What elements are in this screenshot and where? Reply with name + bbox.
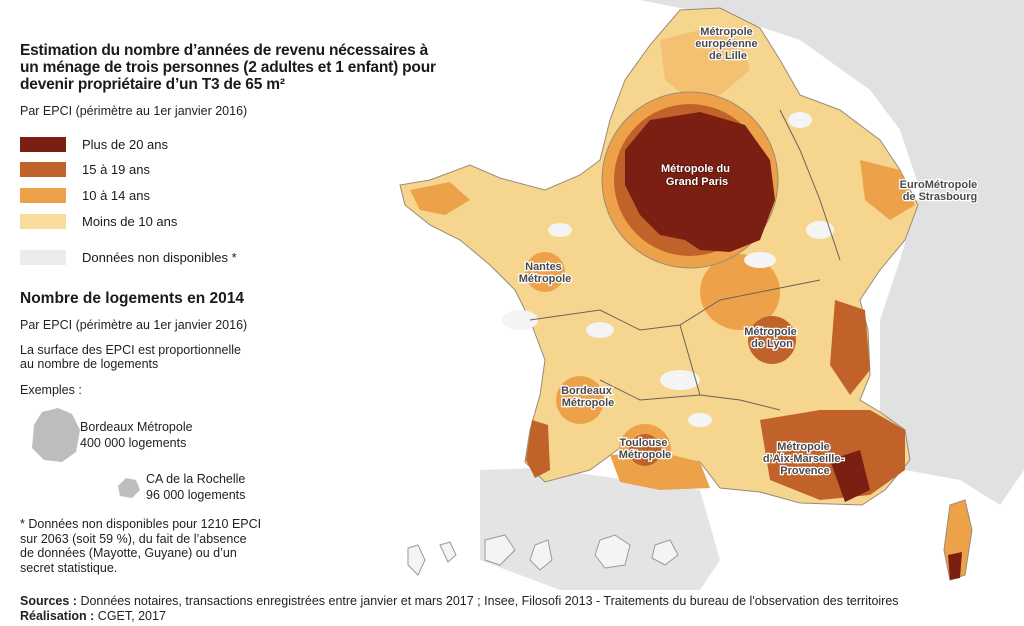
section-title-housing: Nombre de logements en 2014 [20,290,244,307]
label-toulouse: Toulouse Métropole [619,437,672,461]
footnote: * Données non disponibles pour 1210 EPCI… [20,517,300,575]
realisation-text: CGET, 2017 [94,609,166,623]
zone-med-coast [760,410,905,500]
paris-core [625,112,775,252]
example-larochelle-name: CA de la Rochelle [146,472,246,486]
example-bordeaux-name: Bordeaux Métropole [80,420,193,434]
map-title: Estimation du nombre d’années de revenu … [20,42,436,93]
footnote-line: sur 2063 (soit 59 %), du fait de l’absen… [20,531,247,546]
section-text-line2: au nombre de logements [20,357,159,371]
example-larochelle-value: 96 000 logements [146,488,246,502]
map-subtitle: Par EPCI (périmètre au 1er janvier 2016) [20,104,248,118]
zone-brittany [410,182,470,215]
zone-nantes [525,252,565,292]
footnote-line: de données (Mayotte, Guyane) ou d’un [20,546,237,560]
label-strasbourg: EuroMétropole de Strasbourg [900,179,981,203]
zone-alsace [860,160,915,220]
legend-swatch [20,187,66,203]
bordeaux-example-shape [32,408,80,462]
zone-north [660,30,750,100]
sources-text: Données notaires, transactions enregistr… [76,594,899,608]
legend-label: Données non disponibles * [82,249,237,265]
label-nantes: Nantes Métropole [519,261,572,285]
larochelle-example-shape [118,478,140,498]
legend-label: Moins de 10 ans [82,213,178,229]
legend-item-no-data: Données non disponibles * [20,248,237,266]
footnote-line: secret statistique. [20,560,118,575]
legend-label: 15 à 19 ans [82,161,150,177]
unavailable-areas [502,112,834,427]
zone-lyon-core [748,316,796,364]
section-text-line1: La surface des EPCI est proportionnelle [20,343,241,357]
section-subtitle: Par EPCI (périmètre au 1er janvier 2016) [20,318,248,332]
realisation-label: Réalisation : [20,609,95,623]
legend-item-10-14: 10 à 14 ans [20,186,150,204]
legend-swatch [20,249,66,265]
legend-swatch [20,136,66,152]
zone-bordeaux [556,376,604,424]
label-lyon: Métropole de Lyon [744,326,800,350]
zone-toulouse-core [629,434,661,466]
label-lille: Métropole européenne de Lille [695,26,760,62]
legend-item-15-19: 15 à 19 ans [20,160,150,178]
overseas-territories [407,534,679,576]
legend-swatch [20,161,66,177]
label-bordeaux: Bordeaux Métropole [561,385,615,409]
sources: Sources : Données notaires, transactions… [20,594,899,608]
examples-label: Exemples : [20,383,82,397]
region-borders [529,109,841,411]
zone-cote-azur [830,450,870,502]
legend-label: Plus de 20 ans [82,136,169,152]
zone-atlantic-coast [526,420,550,478]
zone-alps [830,300,870,395]
sources-label: Sources : [20,594,77,608]
legend-item-over-20: Plus de 20 ans [20,135,168,153]
realisation: Réalisation : CGET, 2017 [20,609,166,623]
zone-lyon [700,254,781,330]
neighbour-land [640,0,1024,505]
label-marseille: Métropole d’Aix-Marseille- Provence [763,441,847,477]
corsica-south [948,552,962,580]
label-paris: Métropole du Grand Paris [661,163,733,188]
example-bordeaux-value: 400 000 logements [80,436,187,450]
legend-item-under-10: Moins de 10 ans [20,212,177,230]
legend-label: 10 à 14 ans [82,187,150,203]
footnote-line: * Données non disponibles pour 1210 EPCI [20,517,262,531]
legend-swatch [20,213,66,229]
